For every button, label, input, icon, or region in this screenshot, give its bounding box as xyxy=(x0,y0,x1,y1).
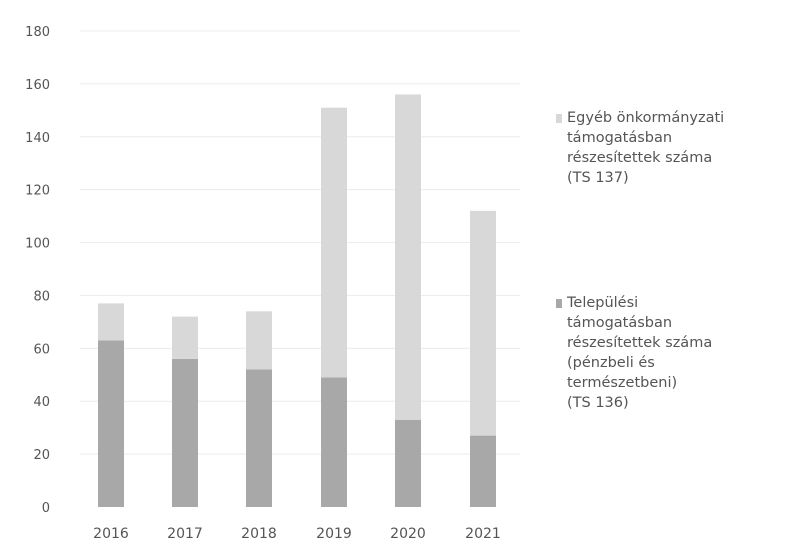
x-tick-label-2021: 2021 xyxy=(465,526,501,542)
legend-label-egyeb: Egyéb önkormányzati támogatásban részesí… xyxy=(567,110,725,186)
y-tick-label-20: 20 xyxy=(33,448,50,463)
y-tick-label-180: 180 xyxy=(25,25,50,40)
bar-2018-series-1 xyxy=(246,311,272,370)
bar-2018-series-0 xyxy=(246,369,272,507)
bars xyxy=(98,94,496,507)
y-tick-label-120: 120 xyxy=(25,184,50,199)
legend-item-egyeb: Egyéb önkormányzati támogatásban részesí… xyxy=(556,108,724,188)
y-tick-label-80: 80 xyxy=(33,289,50,304)
bar-2019-series-1 xyxy=(321,107,347,378)
legend-swatch-egyeb xyxy=(556,114,562,123)
x-tick-label-2019: 2019 xyxy=(316,526,352,542)
bar-2021-series-0 xyxy=(470,435,496,507)
x-axis-tick-labels: 2016 2017 2018 2019 2020 2021 xyxy=(93,526,501,542)
legend-item-telepulesi: Települési támogatásban részesítettek sz… xyxy=(556,293,712,413)
y-tick-label-160: 160 xyxy=(25,78,50,93)
y-tick-label-100: 100 xyxy=(25,237,50,252)
bar-2019-series-0 xyxy=(321,377,347,507)
x-tick-label-2020: 2020 xyxy=(390,526,426,542)
y-axis-tick-labels: 0 20 40 60 80 100 120 140 160 180 xyxy=(25,25,50,516)
x-tick-label-2018: 2018 xyxy=(241,526,277,542)
bar-2016-series-1 xyxy=(98,303,124,341)
bar-2020-series-0 xyxy=(395,419,421,507)
y-tick-label-60: 60 xyxy=(33,342,50,357)
bar-2020-series-1 xyxy=(395,94,421,420)
bar-2016-series-0 xyxy=(98,340,124,507)
legend-label-telepulesi: Települési támogatásban részesítettek sz… xyxy=(567,295,713,411)
bar-2017-series-1 xyxy=(172,316,198,359)
y-tick-label-0: 0 xyxy=(42,501,50,516)
y-tick-label-40: 40 xyxy=(33,395,50,410)
gridlines xyxy=(80,30,520,455)
bar-2017-series-0 xyxy=(172,358,198,507)
x-tick-label-2017: 2017 xyxy=(167,526,203,542)
legend-swatch-telepulesi xyxy=(556,299,562,308)
y-tick-label-140: 140 xyxy=(25,131,50,146)
bar-2021-series-1 xyxy=(470,210,496,436)
x-tick-label-2016: 2016 xyxy=(93,526,129,542)
